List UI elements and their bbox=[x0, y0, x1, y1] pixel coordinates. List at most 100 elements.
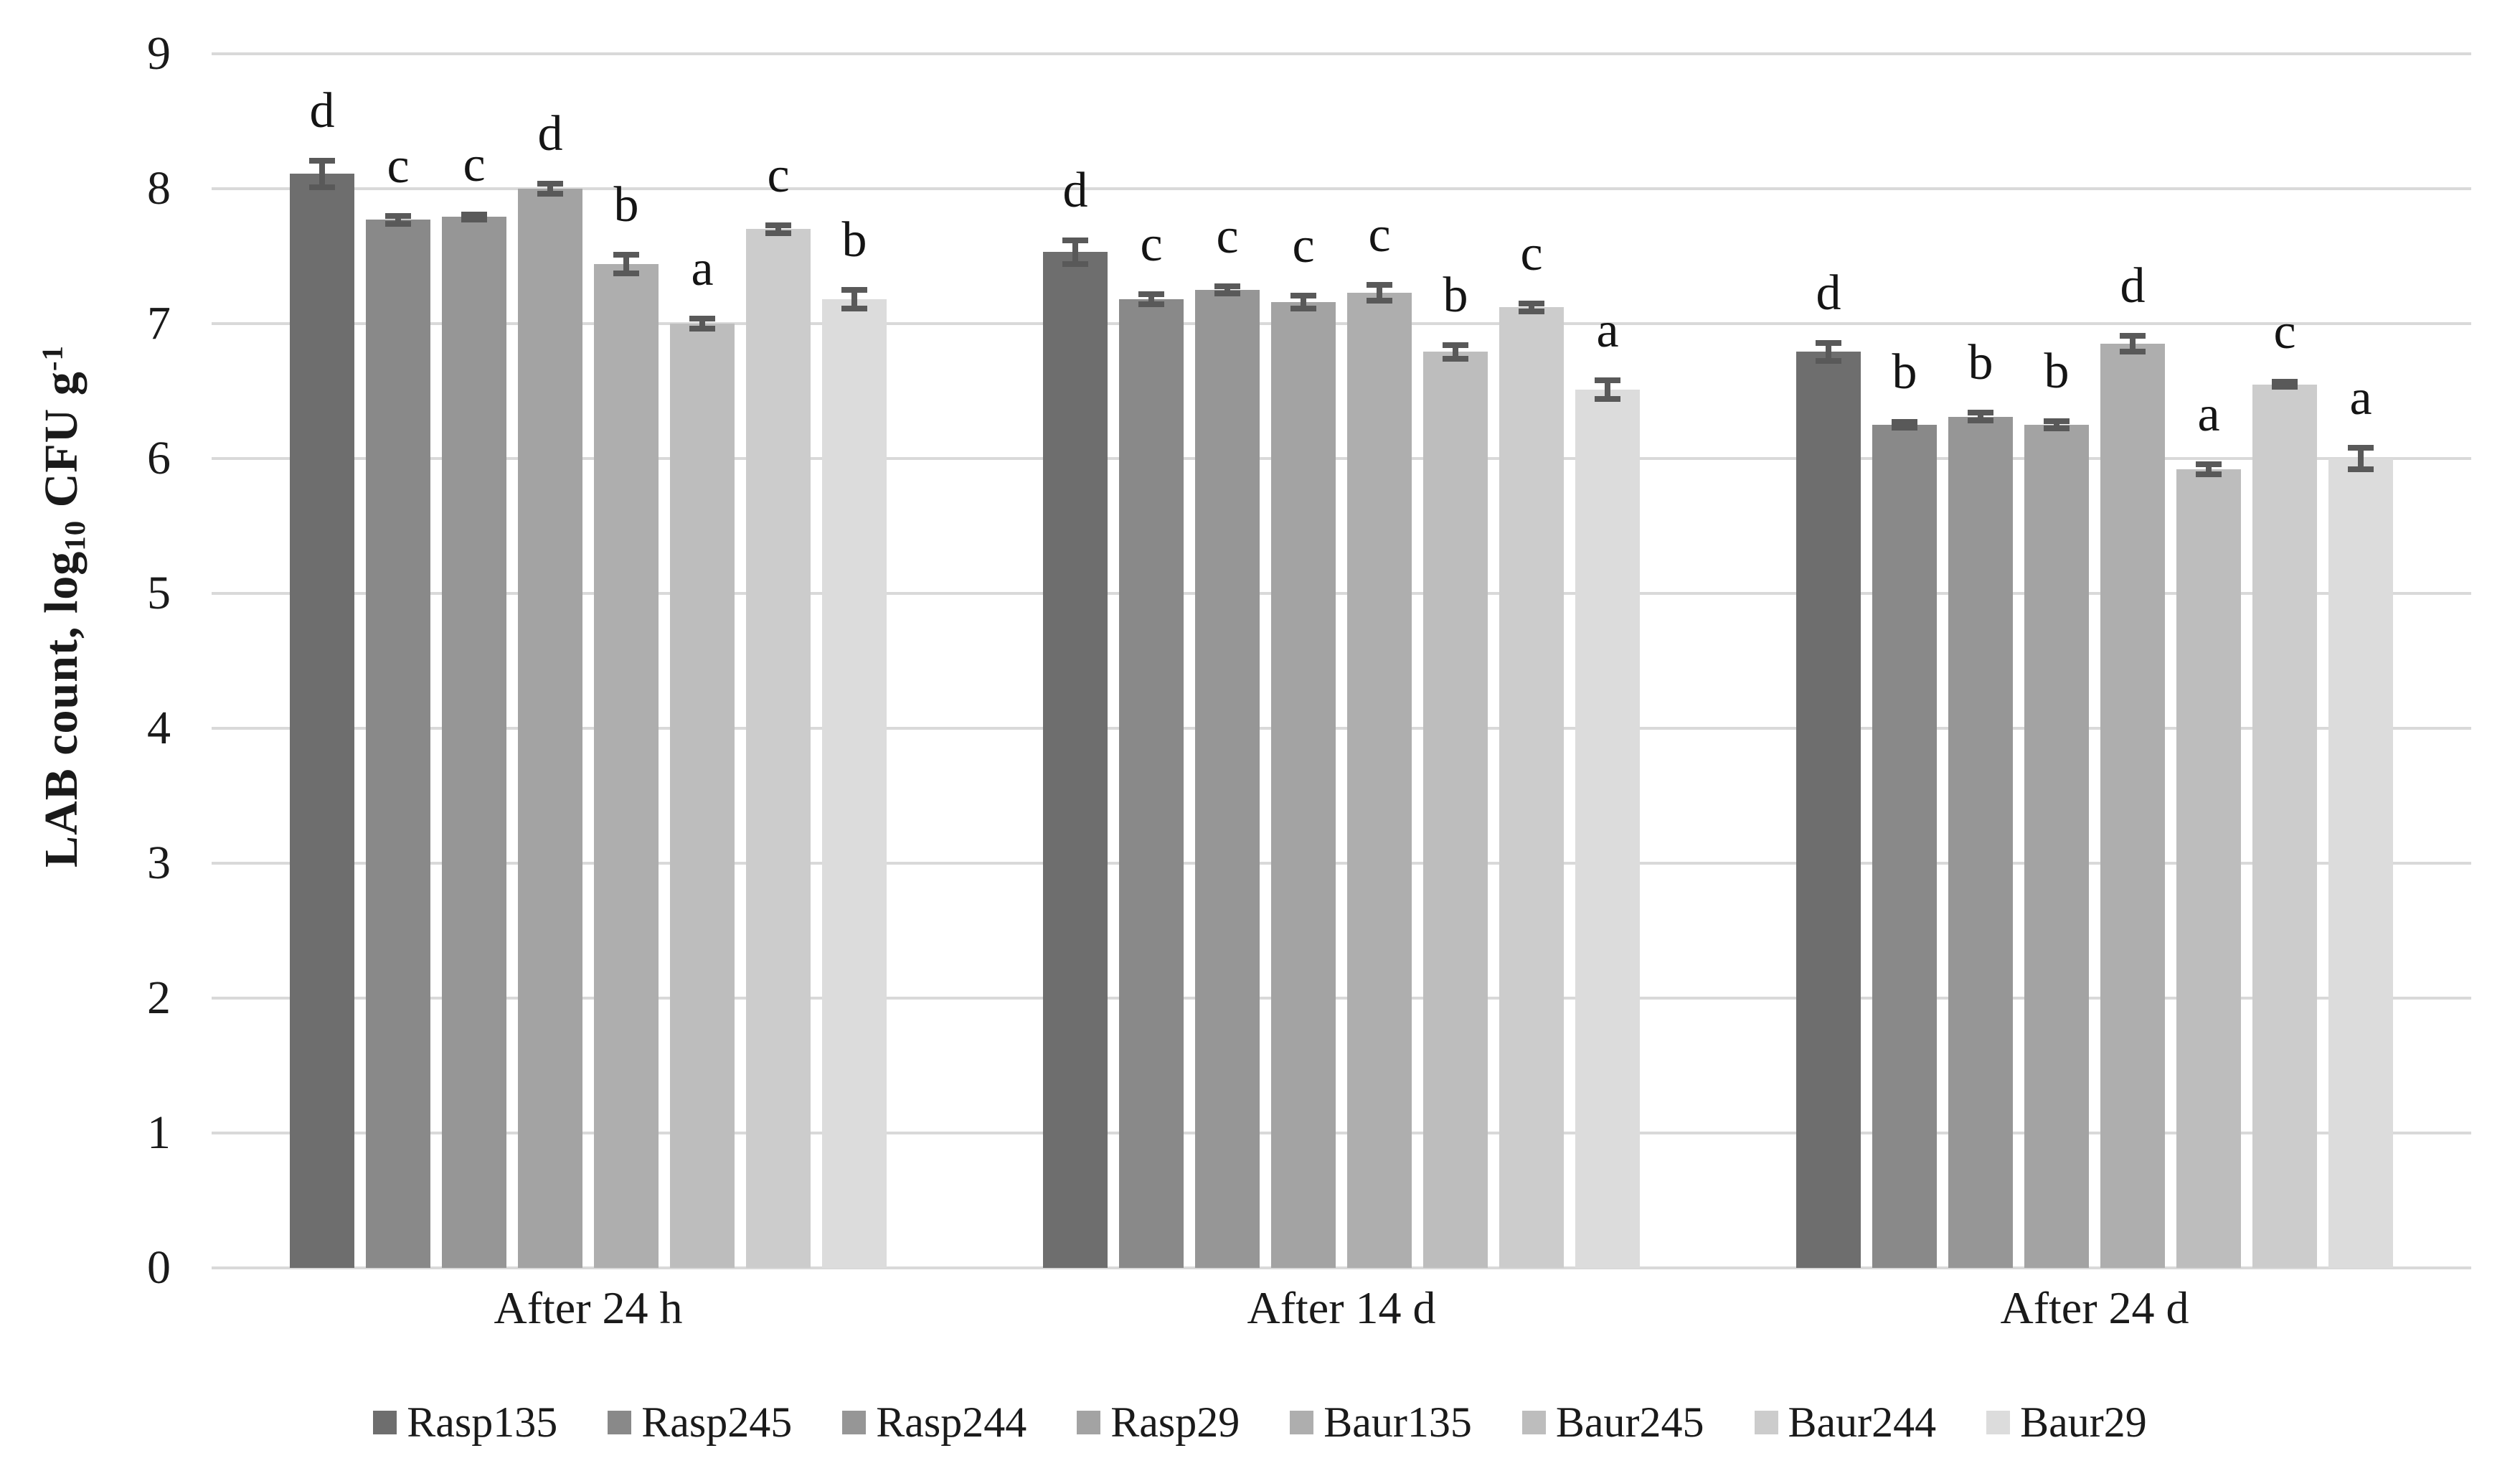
legend-swatch-Baur245 bbox=[1521, 1411, 1546, 1434]
legend-item-Rasp244: Rasp244 bbox=[842, 1398, 1027, 1447]
error-bar-cap-top bbox=[385, 212, 411, 219]
significance-letter-Rasp135-1: d bbox=[309, 83, 335, 138]
error-bar-cap-top bbox=[1595, 377, 1620, 384]
error-bar-cap-top bbox=[1138, 291, 1164, 297]
error-bar-line bbox=[623, 252, 629, 277]
bar-Rasp135-1 bbox=[290, 174, 354, 1268]
error-bar-line bbox=[1224, 283, 1230, 297]
gridline-y-8 bbox=[212, 187, 2471, 190]
error-bar-cap-top bbox=[1214, 283, 1240, 289]
error-bar-cap-bottom bbox=[1290, 306, 1316, 312]
y-tick-label-2: 2 bbox=[147, 972, 171, 1024]
x-axis-label-1: After 24 h bbox=[494, 1282, 683, 1333]
bar-Rasp29-3 bbox=[2024, 425, 2089, 1268]
error-bar-cap-top bbox=[461, 211, 487, 217]
significance-letter-Rasp29-1: d bbox=[537, 105, 563, 161]
error-bar-cap-top bbox=[1519, 301, 1544, 307]
error-bar-line bbox=[1978, 410, 1983, 424]
bar-Rasp29-2 bbox=[1271, 301, 1336, 1268]
error-bar-cap-bottom bbox=[765, 230, 791, 236]
legend-swatch-Baur244 bbox=[1754, 1411, 1778, 1434]
significance-letter-Rasp244-2: c bbox=[1216, 208, 1239, 264]
legend-item-Rasp245: Rasp245 bbox=[608, 1398, 792, 1447]
gridline-y-5 bbox=[212, 592, 2471, 595]
bar-Baur245-2 bbox=[1423, 352, 1488, 1268]
error-bar-line bbox=[1605, 377, 1610, 403]
error-bar-line bbox=[1301, 292, 1306, 312]
error-bar-cap-bottom bbox=[2196, 471, 2222, 478]
significance-letter-Rasp244-3: b bbox=[1968, 335, 1993, 391]
error-bar-cap-top bbox=[2120, 333, 2146, 339]
significance-letter-Rasp135-2: d bbox=[1062, 162, 1088, 218]
significance-letter-Baur245-2: b bbox=[1443, 268, 1468, 324]
error-bar-cap-bottom bbox=[2272, 384, 2298, 390]
y-tick-label-1: 1 bbox=[147, 1106, 171, 1159]
significance-letter-Rasp245-3: b bbox=[1892, 344, 1917, 400]
significance-letter-Baur29-2: a bbox=[1596, 303, 1619, 359]
error-bar-cap-top bbox=[1290, 292, 1316, 299]
bar-Rasp245-1 bbox=[366, 220, 430, 1268]
error-bar-cap-top bbox=[1816, 339, 1841, 346]
significance-letter-Rasp135-3: d bbox=[1816, 265, 1841, 321]
significance-letter-Baur245-1: a bbox=[691, 240, 714, 296]
error-bar-line bbox=[1148, 291, 1154, 308]
legend-label-Rasp245: Rasp245 bbox=[641, 1399, 793, 1446]
error-bar-cap-bottom bbox=[385, 220, 411, 227]
bar-Rasp135-2 bbox=[1043, 252, 1108, 1268]
bar-Baur244-3 bbox=[2252, 384, 2317, 1268]
bar-Rasp245-2 bbox=[1119, 299, 1184, 1268]
significance-letter-Baur245-3: a bbox=[2197, 386, 2220, 442]
error-bar-line bbox=[1826, 339, 1831, 365]
bar-Rasp244-1 bbox=[442, 217, 506, 1268]
y-tick-label-5: 5 bbox=[147, 567, 171, 619]
error-bar-cap-bottom bbox=[461, 217, 487, 222]
gridline-y-3 bbox=[212, 862, 2471, 865]
gridline-y-0 bbox=[212, 1266, 2471, 1269]
legend-swatch-Baur135 bbox=[1290, 1411, 1314, 1434]
legend-label-Baur29: Baur29 bbox=[2020, 1399, 2147, 1446]
error-bar-line bbox=[775, 222, 781, 236]
error-bar-cap-top bbox=[765, 222, 791, 228]
error-bar-cap-bottom bbox=[2348, 466, 2374, 472]
legend-swatch-Baur29 bbox=[1986, 1411, 2011, 1434]
bar-Baur135-1 bbox=[594, 264, 659, 1268]
error-bar-cap-top bbox=[1968, 410, 1993, 416]
legend: Rasp135 Rasp245 Rasp244 Rasp29 Baur135 Baur24… bbox=[0, 1398, 2520, 1447]
legend-item-Rasp29: Rasp29 bbox=[1077, 1398, 1240, 1447]
error-bar-cap-bottom bbox=[1062, 261, 1088, 268]
legend-item-Baur29: Baur29 bbox=[1986, 1398, 2147, 1447]
legend-label-Rasp135: Rasp135 bbox=[407, 1399, 558, 1446]
significance-letter-Baur135-1: b bbox=[613, 177, 639, 233]
y-tick-label-8: 8 bbox=[147, 162, 171, 215]
legend-swatch-Rasp29 bbox=[1077, 1411, 1101, 1434]
error-bar-line bbox=[395, 212, 401, 227]
legend-item-Baur244: Baur244 bbox=[1754, 1398, 1937, 1447]
error-bar-cap-top bbox=[1443, 342, 1468, 349]
bar-Rasp245-3 bbox=[1872, 425, 1937, 1268]
gridline-y-4 bbox=[212, 727, 2471, 730]
error-bar-line bbox=[1453, 342, 1458, 362]
error-bar-cap-top bbox=[2044, 418, 2070, 424]
error-bar-line bbox=[2358, 445, 2364, 472]
error-bar-cap-bottom bbox=[2120, 349, 2146, 355]
legend-label-Baur135: Baur135 bbox=[1323, 1399, 1472, 1446]
bar-Baur244-2 bbox=[1499, 307, 1564, 1268]
error-bar-cap-top bbox=[1062, 237, 1088, 243]
legend-item-Baur135: Baur135 bbox=[1290, 1398, 1472, 1447]
error-bar-line bbox=[851, 287, 857, 312]
significance-letter-Rasp29-2: c bbox=[1292, 217, 1315, 273]
significance-letter-Baur135-2: c bbox=[1368, 207, 1391, 263]
bar-Baur245-3 bbox=[2176, 469, 2241, 1268]
error-bar-cap-bottom bbox=[2044, 426, 2070, 432]
legend-label-Baur245: Baur245 bbox=[1555, 1399, 1704, 1446]
bar-Rasp244-2 bbox=[1195, 290, 1260, 1268]
y-tick-label-7: 7 bbox=[147, 297, 171, 349]
legend-label-Baur244: Baur244 bbox=[1788, 1399, 1937, 1446]
bar-Rasp29-1 bbox=[518, 189, 582, 1268]
error-bar-cap-bottom bbox=[1443, 355, 1468, 362]
legend-swatch-Rasp245 bbox=[608, 1411, 632, 1434]
